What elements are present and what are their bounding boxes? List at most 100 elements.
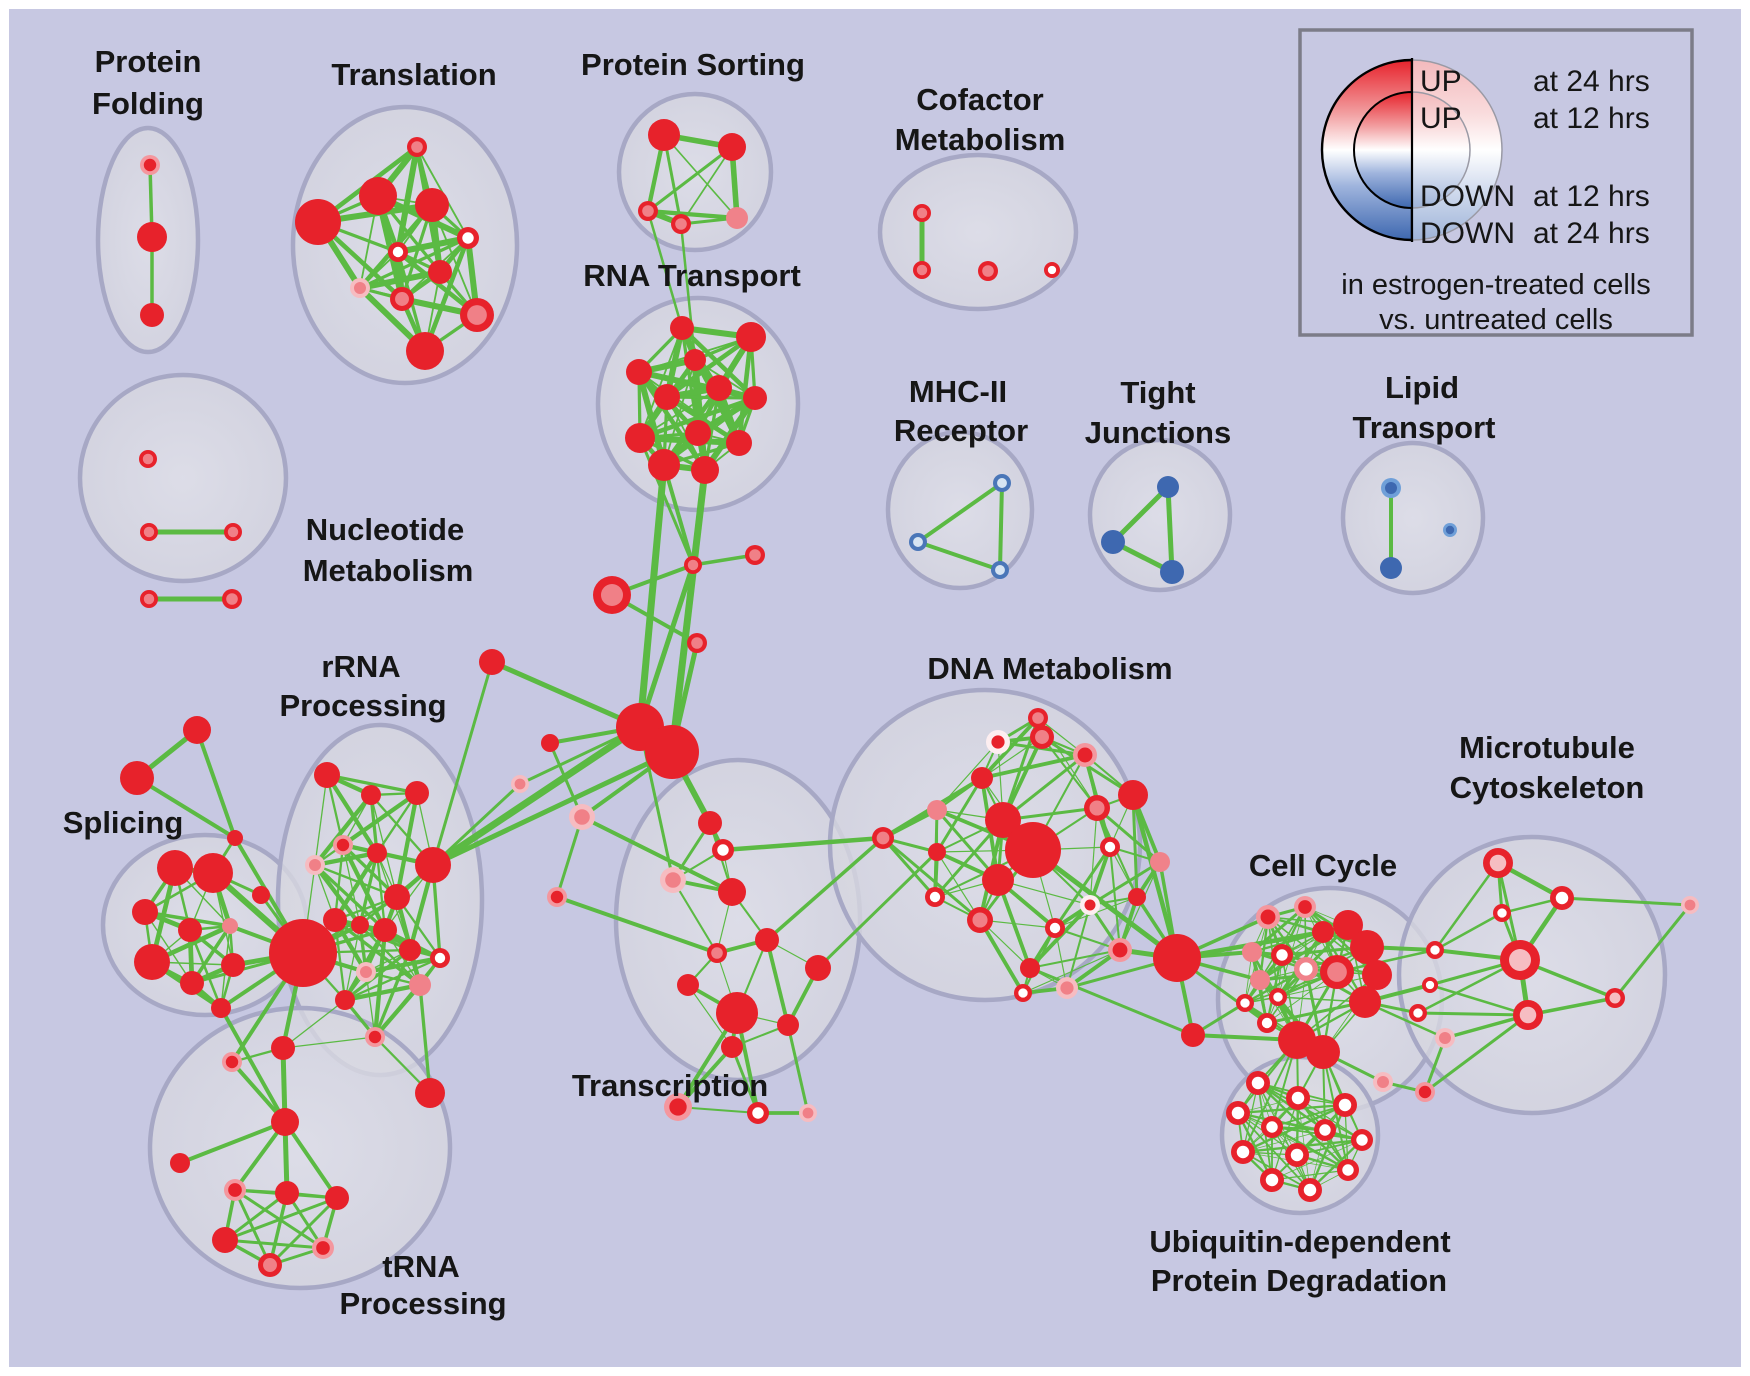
network-edge bbox=[282, 999, 346, 1049]
node-dm-14 bbox=[1080, 895, 1100, 915]
node-ps-4 bbox=[726, 207, 748, 229]
node-tc-11 bbox=[664, 1093, 692, 1121]
legend-row-time: at 24 hrs bbox=[1533, 217, 1650, 250]
network-edge bbox=[1066, 904, 1091, 989]
node-nm-4 bbox=[222, 589, 242, 609]
network-edge bbox=[341, 791, 419, 847]
node-dm-16 bbox=[1108, 938, 1132, 962]
cluster-ellipse-cf bbox=[877, 152, 1079, 312]
node-cc-0 bbox=[1256, 905, 1280, 929]
cluster-label-tr-line0: Translation bbox=[331, 57, 496, 92]
cluster-ellipse-tj bbox=[1087, 437, 1233, 593]
network-edge bbox=[233, 1120, 287, 1192]
node-dm-9 bbox=[1005, 822, 1061, 878]
node-tc-1 bbox=[712, 839, 734, 861]
cluster-label-tc-line0: Transcription bbox=[572, 1068, 768, 1103]
node-b-22 bbox=[1415, 1082, 1435, 1102]
node-cc-7 bbox=[1320, 955, 1354, 989]
cluster-label-mh-line0: MHC-II bbox=[909, 374, 1007, 409]
node-rr-0 bbox=[314, 762, 340, 788]
node-b-8 bbox=[593, 576, 631, 614]
network-edge bbox=[1111, 485, 1170, 544]
node-sp-2 bbox=[132, 899, 158, 925]
network-edge bbox=[195, 729, 237, 839]
cluster-ellipse-ps bbox=[616, 91, 774, 253]
network-edge bbox=[431, 724, 642, 868]
node-rr-5 bbox=[367, 843, 387, 863]
node-nm-2 bbox=[224, 523, 242, 541]
node-tn-7 bbox=[312, 1237, 334, 1259]
node-b-23 bbox=[511, 775, 529, 793]
network-edge bbox=[282, 1036, 376, 1049]
node-tc-9 bbox=[777, 1014, 799, 1036]
node-rr-15 bbox=[335, 990, 355, 1010]
node-ub-2 bbox=[1333, 1093, 1357, 1117]
node-b-13 bbox=[645, 725, 699, 779]
node-mh-1 bbox=[909, 533, 927, 551]
node-tr-1 bbox=[359, 177, 397, 215]
node-sp-6 bbox=[180, 971, 204, 995]
cluster-ellipse-tn bbox=[147, 1005, 453, 1291]
node-tr-5 bbox=[388, 242, 408, 262]
node-b-20 bbox=[1435, 1028, 1455, 1048]
node-b-1 bbox=[183, 716, 211, 744]
network-edge bbox=[637, 370, 707, 472]
network-edge bbox=[1130, 794, 1180, 959]
node-sp-1 bbox=[193, 853, 233, 893]
node-sp-0 bbox=[157, 850, 193, 886]
network-edge bbox=[1029, 948, 1121, 970]
node-dm-4 bbox=[927, 800, 947, 820]
cluster-label-sp-line0: Splicing bbox=[63, 805, 184, 840]
node-b-17 bbox=[1426, 941, 1444, 959]
node-cc-6 bbox=[1294, 957, 1318, 981]
network-edge bbox=[637, 564, 696, 728]
network-edge bbox=[397, 235, 469, 255]
network-edge bbox=[1271, 1169, 1349, 1181]
node-tr-8 bbox=[390, 287, 414, 311]
node-rt-3 bbox=[626, 359, 652, 385]
legend-row-dir: DOWN bbox=[1420, 217, 1515, 250]
node-tr-7 bbox=[350, 278, 370, 298]
network-edge bbox=[431, 661, 494, 866]
node-rr-20 bbox=[415, 1078, 445, 1108]
node-b-15 bbox=[1153, 934, 1201, 982]
network-edge bbox=[1417, 1011, 1529, 1017]
network-edge bbox=[333, 851, 379, 922]
network-edge bbox=[1561, 896, 1691, 907]
legend-box bbox=[1298, 28, 1694, 337]
network-edge bbox=[998, 482, 1004, 571]
node-dm-22 bbox=[1028, 708, 1048, 728]
network-edge bbox=[1266, 1000, 1366, 1025]
node-cc-10 bbox=[1250, 970, 1270, 990]
node-ub-4 bbox=[1261, 1116, 1283, 1138]
node-rt-11 bbox=[691, 456, 719, 484]
network-edge bbox=[1089, 807, 1098, 906]
node-b-18 bbox=[1422, 977, 1438, 993]
network-edge bbox=[135, 776, 237, 840]
cluster-label-tj-line1: Junctions bbox=[1085, 415, 1231, 450]
node-rt-6 bbox=[743, 386, 767, 410]
node-ub-9 bbox=[1337, 1159, 1359, 1181]
network-edge bbox=[638, 437, 695, 566]
cluster-ellipse-nm bbox=[77, 372, 289, 584]
network-edge bbox=[376, 792, 418, 854]
network-edge bbox=[581, 815, 733, 894]
network-edge bbox=[1309, 1139, 1363, 1191]
network-edge bbox=[313, 793, 373, 867]
node-cf-3 bbox=[1044, 262, 1060, 278]
node-cc-16 bbox=[1349, 986, 1381, 1018]
network-edge bbox=[359, 269, 441, 291]
network-edge bbox=[1029, 966, 1194, 1037]
node-cc-4 bbox=[1350, 930, 1384, 964]
network-edge bbox=[786, 1024, 810, 1114]
cluster-label-lt-line0: Lipid bbox=[1385, 370, 1459, 405]
cluster-label-nm-line0: Nucleotide bbox=[306, 512, 464, 547]
network-edge bbox=[431, 204, 478, 316]
network-edge bbox=[556, 895, 718, 955]
network-edge bbox=[375, 852, 387, 931]
legend-row-time: at 12 hrs bbox=[1533, 180, 1650, 213]
node-tn-1 bbox=[170, 1153, 190, 1173]
cluster-label-rr-line0: rRNA bbox=[321, 649, 400, 684]
cluster-label-ps-line0: Protein Sorting bbox=[581, 47, 805, 82]
node-ps-1 bbox=[718, 133, 746, 161]
